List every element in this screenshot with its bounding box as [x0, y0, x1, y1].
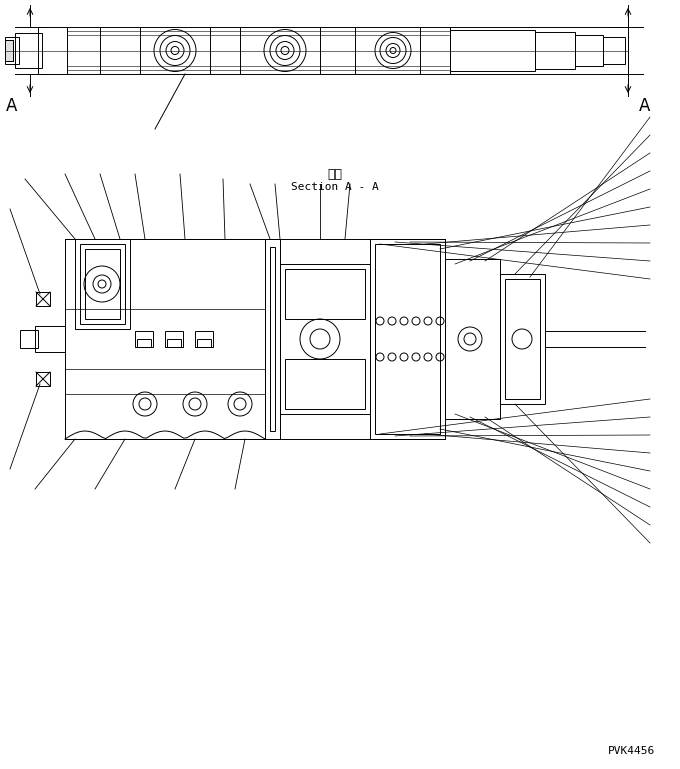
Bar — [603, 37, 625, 64]
Bar — [80, 244, 125, 324]
Bar — [5, 40, 13, 61]
Bar — [265, 239, 280, 439]
Text: 断面: 断面 — [328, 168, 343, 181]
Bar — [85, 249, 120, 319]
Bar — [5, 37, 19, 64]
Bar — [35, 326, 65, 352]
Bar — [500, 274, 545, 404]
Text: PVK4456: PVK4456 — [608, 746, 655, 756]
Bar — [370, 239, 445, 439]
Text: Section A - A: Section A - A — [291, 182, 379, 192]
Bar — [195, 331, 213, 347]
Bar — [137, 339, 151, 347]
Bar — [285, 269, 365, 319]
Bar — [450, 30, 535, 71]
Bar — [20, 330, 38, 348]
Bar — [197, 339, 211, 347]
Bar — [38, 27, 628, 74]
Bar — [36, 372, 50, 386]
Bar — [445, 259, 500, 419]
Bar — [505, 279, 540, 399]
Bar — [36, 292, 50, 306]
Bar — [535, 32, 575, 69]
Bar — [375, 244, 440, 434]
Bar — [575, 35, 603, 66]
Bar — [165, 331, 183, 347]
Bar — [285, 359, 365, 409]
Bar — [15, 33, 42, 68]
Text: A: A — [6, 97, 18, 115]
Text: A: A — [639, 97, 651, 115]
Bar — [135, 331, 153, 347]
Bar — [75, 239, 130, 329]
Bar — [65, 239, 265, 439]
Bar — [5, 40, 13, 61]
Bar — [280, 264, 370, 414]
Bar — [167, 339, 181, 347]
Bar — [270, 247, 275, 431]
